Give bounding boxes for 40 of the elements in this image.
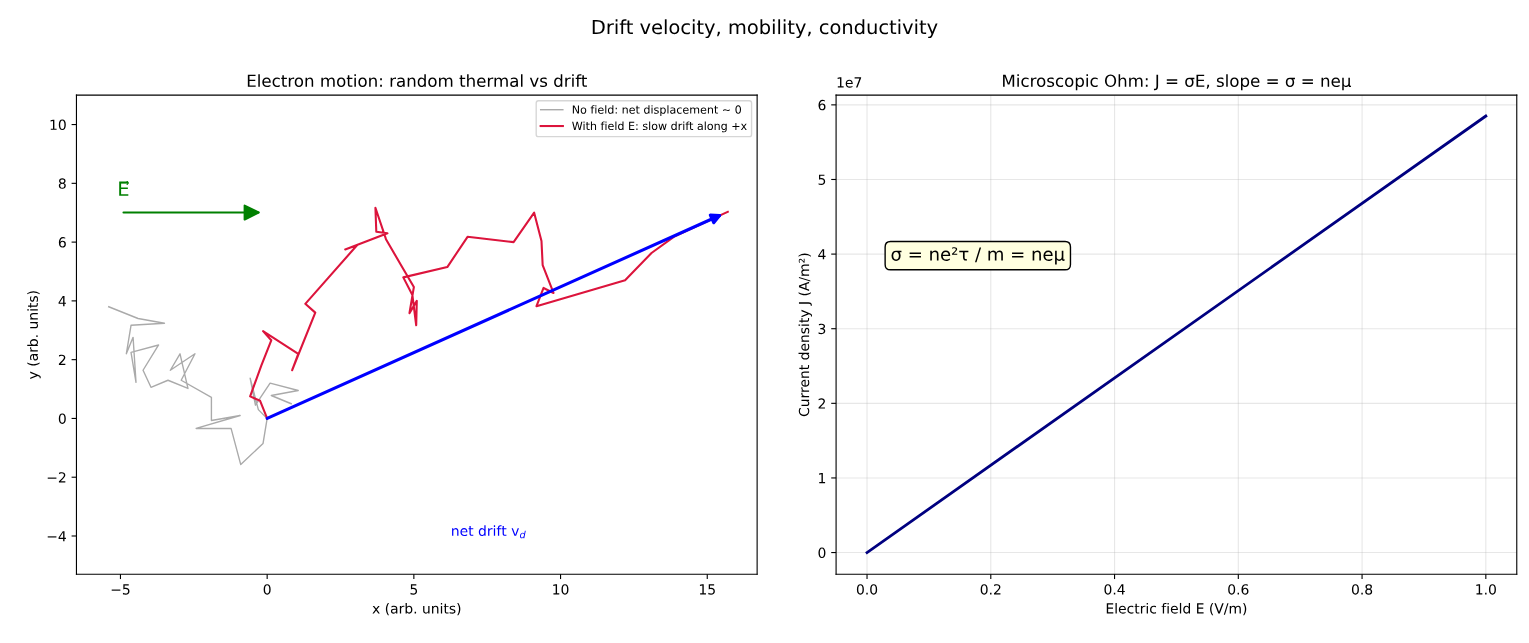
y-tick-label: 6 [58, 237, 66, 248]
y-tick-label: −2 [47, 472, 66, 483]
chart-title: Microscopic Ohm: J = σE, slope = σ = neμ [1003, 74, 1352, 91]
legend-label: No field: net displacement ~ 0 [572, 105, 742, 116]
x-axis-title: x (arb. units) [372, 602, 461, 616]
text: 1e7 [837, 77, 862, 88]
x-tick-label: 10 [553, 584, 569, 595]
y-tick-label: 10 [50, 119, 66, 131]
y-tick-label: 0 [818, 547, 826, 559]
x-tick-label: 0.0 [856, 584, 878, 595]
y-tick-label: 4 [818, 249, 826, 260]
chart-title: Electron motion: random thermal vs drift [247, 74, 587, 88]
y-tick-label: −4 [47, 531, 66, 542]
y-axis-title: y (arb. units) [27, 291, 41, 380]
y-tick-label: 2 [58, 354, 66, 365]
x-tick-label: 0.8 [1351, 584, 1373, 595]
line-series [108, 306, 299, 466]
y-tick-label: 4 [58, 296, 66, 307]
annotation: σ = ne²τ / m = neμ [891, 247, 1065, 265]
x-tick-label: 0.6 [1228, 584, 1249, 595]
x-tick-label: 0 [263, 584, 271, 595]
annotation: E⃗ [119, 180, 130, 196]
y-tick-label: 5 [818, 174, 826, 185]
text: Drift velocity, mobility, conductivity [592, 19, 938, 39]
x-tick-label: 1.0 [1476, 584, 1496, 595]
y-tick-label: 8 [58, 178, 66, 189]
y-axis-title: Current density J (A/m²) [798, 253, 812, 417]
x-tick-label: −5 [111, 584, 130, 595]
x-tick-label: 0.4 [1104, 584, 1125, 595]
annotation: net drift v$_{d}$ [452, 525, 526, 539]
y-tick-label: 0 [58, 413, 66, 424]
y-tick-label: 3 [818, 323, 826, 335]
y-tick-label: 1 [819, 473, 826, 484]
x-axis-title: Electric field E (V/m) [1106, 602, 1247, 616]
y-tick-label: 6 [818, 99, 826, 111]
x-tick-label: 15 [699, 584, 715, 595]
x-tick-label: 0.2 [980, 584, 1001, 595]
y-tick-label: 2 [818, 398, 825, 409]
legend-label: With field E: slow drift along +x [572, 121, 747, 133]
x-tick-label: 5 [410, 584, 418, 595]
